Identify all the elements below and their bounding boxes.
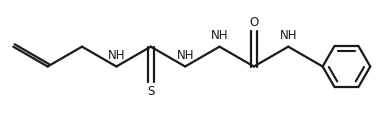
Text: NH: NH xyxy=(280,29,297,42)
Text: NH: NH xyxy=(108,49,125,62)
Text: NH: NH xyxy=(176,49,194,62)
Text: O: O xyxy=(249,16,259,29)
Text: S: S xyxy=(147,85,154,98)
Text: NH: NH xyxy=(211,29,228,42)
